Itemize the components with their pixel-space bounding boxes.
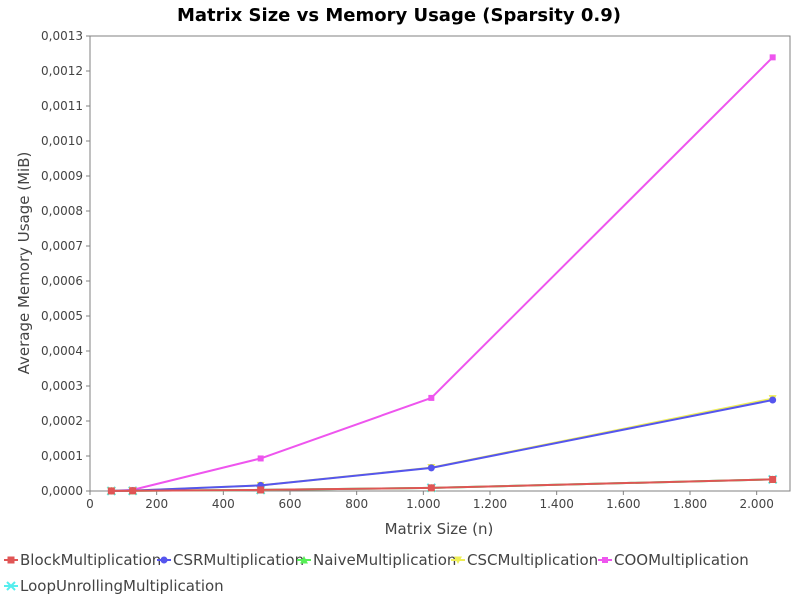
legend-marker: [300, 556, 308, 564]
x-tick-label: 1.400: [539, 497, 573, 511]
x-axis: 0 200 400 600 800 1.000 1.200 1.400 1.600 1.800 2.…: [86, 491, 774, 511]
x-tick-label: 1.200: [473, 497, 507, 511]
legend-item-coomultiplication: COOMultiplication: [598, 551, 749, 569]
y-tick-label: 0,0001: [41, 449, 83, 463]
data-point-block-multiplication: [427, 484, 435, 492]
x-tick-label: 600: [279, 497, 302, 511]
x-tick-label: 0: [86, 497, 94, 511]
y-tick-label: 0,0003: [41, 379, 83, 393]
y-tick-label: 0,0012: [41, 64, 83, 78]
y-tick-label: 0,0013: [41, 29, 83, 43]
y-tick-label: 0,0007: [41, 239, 83, 253]
legend-label: LoopUnrollingMultiplication: [20, 577, 224, 595]
legend-marker: [7, 556, 15, 564]
x-axis-label: Matrix Size (n): [385, 520, 494, 538]
y-tick-label: 0,0002: [41, 414, 83, 428]
x-tick-label: 1.000: [406, 497, 440, 511]
data-point-block-multiplication: [129, 487, 137, 495]
y-tick-label: 0,0008: [41, 204, 83, 218]
y-tick-label: 0,0010: [41, 134, 83, 148]
y-tick-label: 0,0000: [41, 484, 83, 498]
y-tick-label: 0,0011: [41, 99, 83, 113]
data-point-coomultiplication: [428, 394, 435, 401]
series-layer: [106, 54, 778, 496]
y-tick-label: 0,0006: [41, 274, 83, 288]
data-point-coomultiplication: [769, 54, 776, 61]
x-tick-label: 400: [212, 497, 235, 511]
legend-marker: [160, 556, 168, 564]
legend-item-csrmultiplication: CSRMultiplication: [157, 551, 304, 569]
legend: BlockMultiplication CSRMultiplication Naiv…: [4, 551, 749, 595]
x-tick-label: 2.000: [739, 497, 773, 511]
legend-label: BlockMultiplication: [20, 551, 161, 569]
y-tick-label: 0,0004: [41, 344, 83, 358]
data-point-csrmultiplication: [427, 464, 435, 472]
x-tick-label: 1.800: [673, 497, 707, 511]
y-tick-label: 0,0009: [41, 169, 83, 183]
y-tick-label: 0,0005: [41, 309, 83, 323]
legend-item-loop-unrolling-multiplication: LoopUnrollingMultiplication: [4, 577, 224, 595]
x-tick-label: 1.600: [606, 497, 640, 511]
legend-item-cscmultiplication: CSCMultiplication: [451, 551, 598, 569]
legend-marker: [602, 557, 608, 563]
legend-marker: [454, 556, 462, 564]
data-point-block-multiplication: [769, 475, 777, 483]
data-point-block-multiplication: [107, 487, 115, 495]
legend-item-block-multiplication: BlockMultiplication: [4, 551, 161, 569]
legend-label: COOMultiplication: [614, 551, 749, 569]
legend-label: CSRMultiplication: [173, 551, 304, 569]
legend-label: CSCMultiplication: [467, 551, 598, 569]
x-tick-label: 200: [145, 497, 168, 511]
y-axis-label: Average Memory Usage (MiB): [15, 152, 33, 375]
data-point-csrmultiplication: [769, 396, 777, 404]
legend-label: NaiveMultiplication: [313, 551, 456, 569]
plot-area: [89, 35, 791, 492]
legend-marker: [6, 581, 16, 591]
data-point-coomultiplication: [257, 455, 264, 462]
chart-title: Matrix Size vs Memory Usage (Sparsity 0.…: [177, 5, 621, 26]
legend-item-naive-multiplication: NaiveMultiplication: [297, 551, 456, 569]
y-axis: 0,0000 0,0001 0,0002 0,0003 0,0004 0,0005 0,00…: [41, 29, 90, 498]
x-tick-label: 800: [345, 497, 368, 511]
data-point-block-multiplication: [257, 486, 265, 494]
